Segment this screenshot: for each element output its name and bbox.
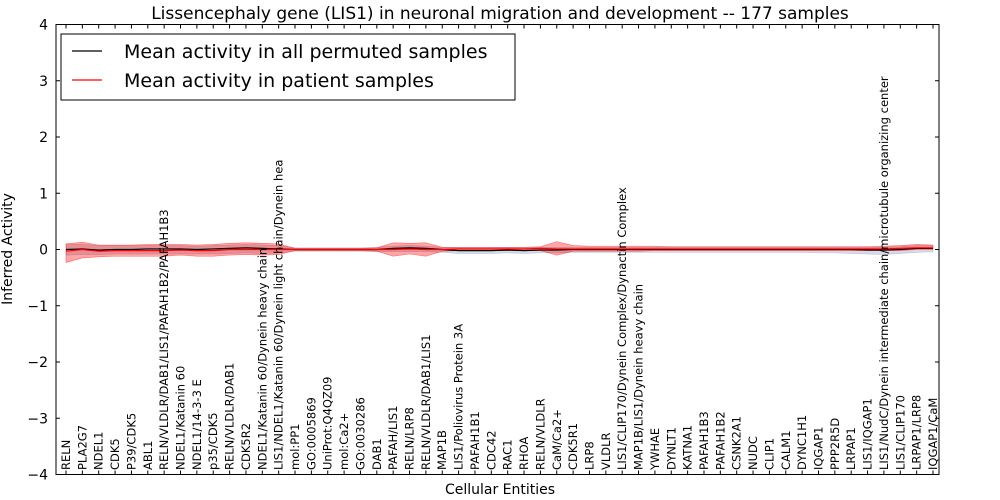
x-tick-label: RELN <box>59 440 73 470</box>
x-tick-label: CDK5 <box>108 438 122 470</box>
x-axis-label: Cellular Entities <box>445 482 555 498</box>
x-tick-label: RELN/VLDLR/DAB1 <box>223 363 237 470</box>
x-tick-label: MAP1B/LIS1/Dynein heavy chain <box>632 284 646 470</box>
x-tick-label: DAB1 <box>370 438 384 470</box>
x-tick-label: PLA2G7 <box>75 425 89 470</box>
x-tick-label: IQGAP1/CaM <box>926 398 940 470</box>
x-tick-label: GO:0005869 <box>304 397 318 470</box>
legend: Mean activity in all permuted samples Me… <box>60 33 516 101</box>
x-tick-label: RELN/LRP8 <box>403 407 417 470</box>
x-tick-label: NDEL1/Katanin 60/Dynein heavy chain <box>255 248 269 470</box>
x-tick-label: LIS1/Poliovirus Protein 3A <box>452 324 466 470</box>
confidence-band-1 <box>65 241 934 263</box>
x-tick-label: LRPAP1/LRP8 <box>910 395 924 470</box>
x-tick-label: VLDLR <box>599 432 613 470</box>
x-tick-label: PAFAH1B2 <box>713 411 727 470</box>
x-axis: RELN PLA2G7 NDEL1 CDK5 P39/CDK5 ABL1 RELN/VLDL… <box>59 24 940 475</box>
x-tick-label: P39/CDK5 <box>124 413 138 470</box>
y-tick-label: 4 <box>39 18 48 34</box>
x-tick-label: NDEL1 <box>92 432 106 470</box>
x-tick-label: LIS1/CLIP170/Dynein Complex/Dynactin Com… <box>615 187 629 470</box>
x-tick-label: RELN/VLDLR/DAB1/LIS1/PAFAH1B2/PAFAH1B3 <box>157 209 171 470</box>
y-tick-label: 3 <box>39 74 48 90</box>
x-tick-label: UniProt:Q4QZ09 <box>321 377 335 470</box>
y-tick-label: 2 <box>39 130 48 146</box>
x-tick-label: NDEL1/14-3-3 E <box>190 379 204 470</box>
x-tick-label: IQGAP1 <box>811 427 825 470</box>
series-line-1 <box>65 247 933 252</box>
y-axis: 4 3 2 1 0 −1 −2 −3 −4 <box>27 18 939 484</box>
x-tick-label: CDC42 <box>484 430 498 470</box>
x-tick-label: CSNK2A1 <box>730 416 744 470</box>
x-tick-label: RAC1 <box>501 439 515 470</box>
x-tick-label: DYNC1H1 <box>795 415 809 470</box>
x-tick-label: CaM/Ca2+ <box>550 409 564 470</box>
x-tick-label: PAFAH/LIS1 <box>386 406 400 470</box>
x-tick-label: LRPAP1 <box>844 427 858 470</box>
legend-label-patient: Mean activity in patient samples <box>124 70 434 92</box>
y-tick-label: −2 <box>27 355 48 371</box>
x-tick-label: NUDC <box>746 436 760 470</box>
y-tick-label: −3 <box>27 411 48 427</box>
x-tick-label: CDK5R2 <box>239 423 253 470</box>
x-tick-label: mol:PP1 <box>288 424 302 471</box>
x-tick-label: LIS1/NDEL1/Katanin 60/Dynein light chain… <box>272 160 286 470</box>
x-tick-label: KATNA1 <box>681 425 695 470</box>
x-tick-label: LIS1/CLIP170 <box>893 395 907 470</box>
x-tick-label: ABL1 <box>141 441 155 470</box>
x-tick-label: RHOA <box>517 437 531 470</box>
x-tick-label: NDEL1/Katanin 60 <box>174 366 188 470</box>
x-tick-label: PPP2R5D <box>828 418 842 470</box>
x-tick-label: mol:Ca2+ <box>337 413 351 470</box>
x-tick-label: YWHAE <box>648 428 662 471</box>
x-tick-label: RELN/VLDLR <box>533 398 547 470</box>
x-tick-label: LIS1/NudC/Dynein intermediate chain/micr… <box>877 76 891 470</box>
x-tick-label: LIS1/IQGAP1 <box>861 398 875 470</box>
legend-box <box>60 33 516 101</box>
x-tick-label: CALM1 <box>779 430 793 470</box>
x-tick-label: DYNLT1 <box>664 427 678 470</box>
x-tick-label: MAP1B <box>435 430 449 470</box>
x-tick-label: PAFAH1B3 <box>697 411 711 470</box>
y-axis-label: Inferred Activity <box>0 193 16 305</box>
x-tick-label: GO:0030286 <box>353 397 367 470</box>
legend-label-permuted: Mean activity in all permuted samples <box>124 41 487 63</box>
x-tick-label: p35/CDK5 <box>206 412 220 470</box>
y-tick-label: 0 <box>39 243 48 259</box>
y-tick-label: −4 <box>27 468 48 484</box>
chart-title: Lissencephaly gene (LIS1) in neuronal mi… <box>151 4 849 24</box>
x-tick-label: CLIP1 <box>762 438 776 470</box>
x-tick-label: LRP8 <box>582 441 596 470</box>
y-tick-label: −1 <box>27 299 48 315</box>
x-tick-label: CDK5R1 <box>566 423 580 470</box>
x-tick-label: PAFAH1B1 <box>468 411 482 470</box>
plot-area <box>65 241 934 263</box>
x-tick-label: RELN/VLDLR/DAB1/LIS1 <box>419 334 433 470</box>
y-tick-label: 1 <box>39 186 48 202</box>
